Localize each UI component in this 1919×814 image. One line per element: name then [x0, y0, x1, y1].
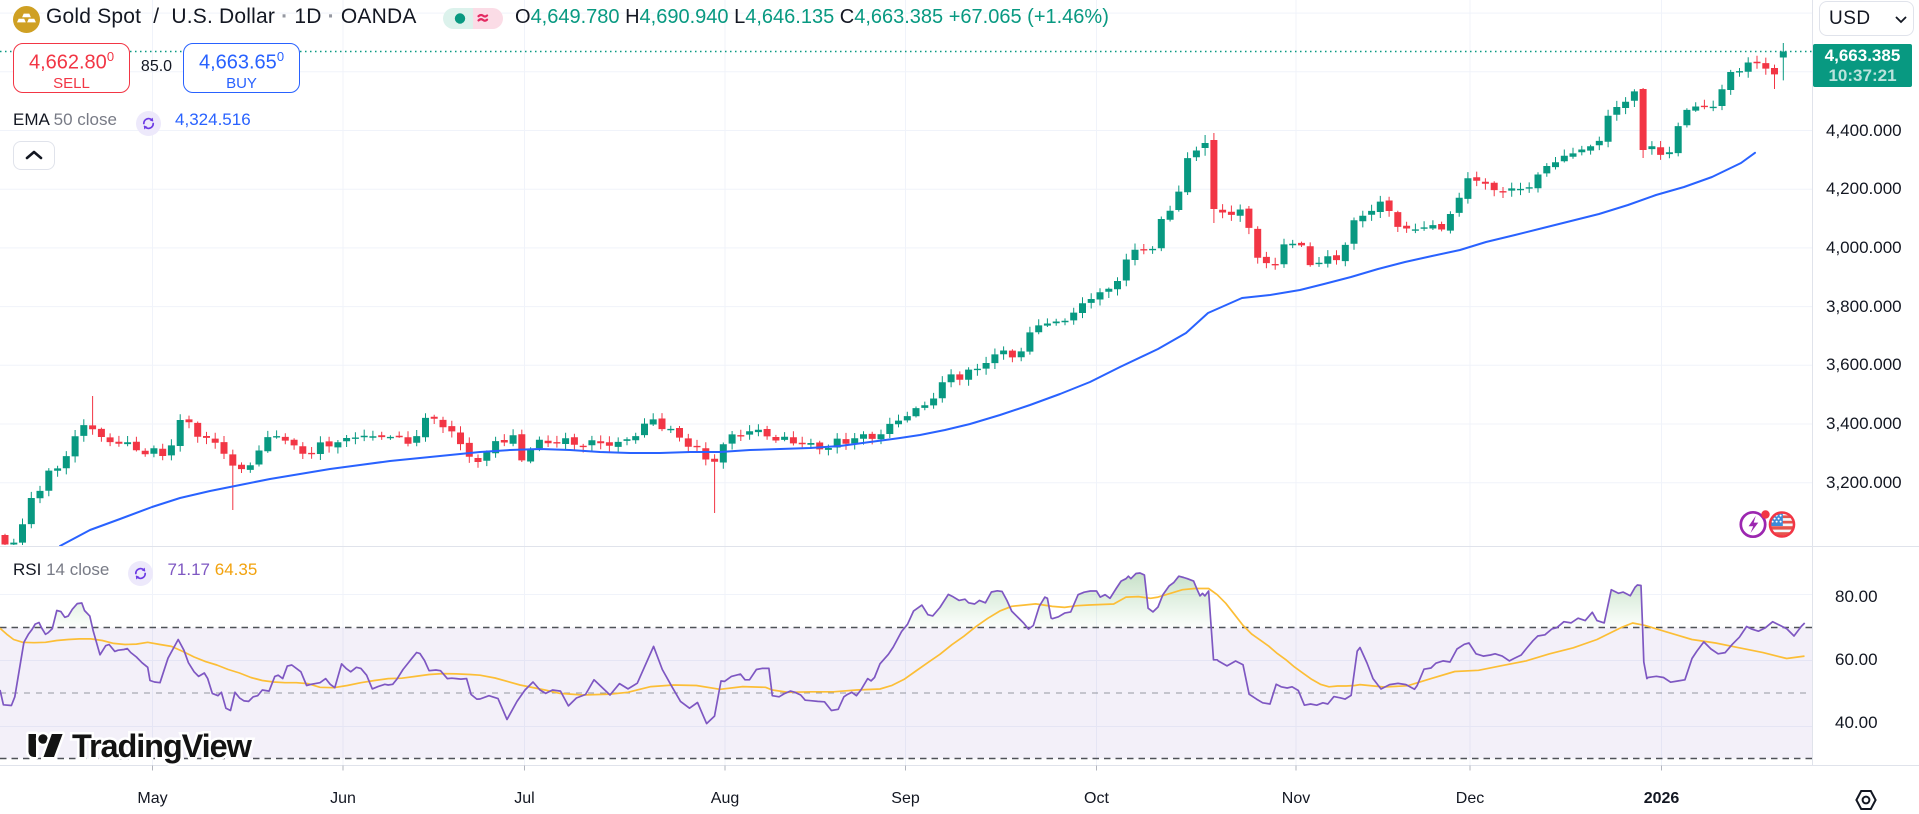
svg-text:TradingView: TradingView [72, 730, 253, 764]
